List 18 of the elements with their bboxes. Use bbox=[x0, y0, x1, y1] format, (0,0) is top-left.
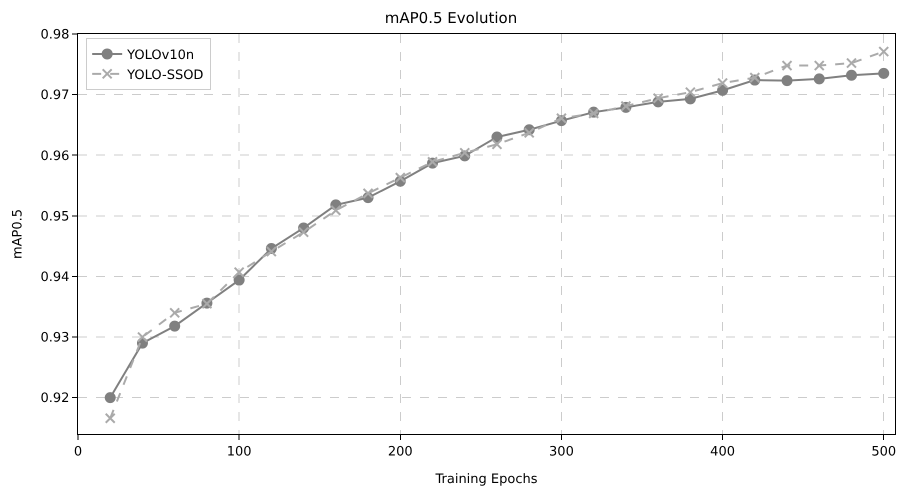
y-tick-label: 0.92 bbox=[40, 391, 70, 406]
chart-title: mAP0.5 Evolution bbox=[384, 8, 518, 27]
y-tick-label: 0.97 bbox=[40, 88, 70, 104]
y-axis-title: mAP0.5 bbox=[10, 208, 26, 260]
y-tick-label: 0.94 bbox=[40, 270, 70, 285]
y-tick-label: 0.95 bbox=[40, 209, 70, 224]
x-tick-label: 0 bbox=[74, 444, 82, 460]
x-tick-label: 400 bbox=[710, 444, 735, 460]
legend-label: YOLOv10n bbox=[126, 48, 194, 64]
legend-label: YOLO-SSOD bbox=[126, 68, 204, 83]
y-tick-label: 0.98 bbox=[40, 28, 70, 43]
x-axis-title: Training Epochs bbox=[434, 472, 538, 488]
y-tick-label: 0.96 bbox=[40, 148, 70, 164]
y-tick-label: 0.93 bbox=[40, 330, 70, 346]
x-tick-label: 200 bbox=[388, 444, 413, 460]
x-tick-label: 500 bbox=[871, 444, 896, 460]
x-tick-label: 300 bbox=[549, 444, 574, 460]
x-tick-label: 100 bbox=[226, 444, 252, 460]
